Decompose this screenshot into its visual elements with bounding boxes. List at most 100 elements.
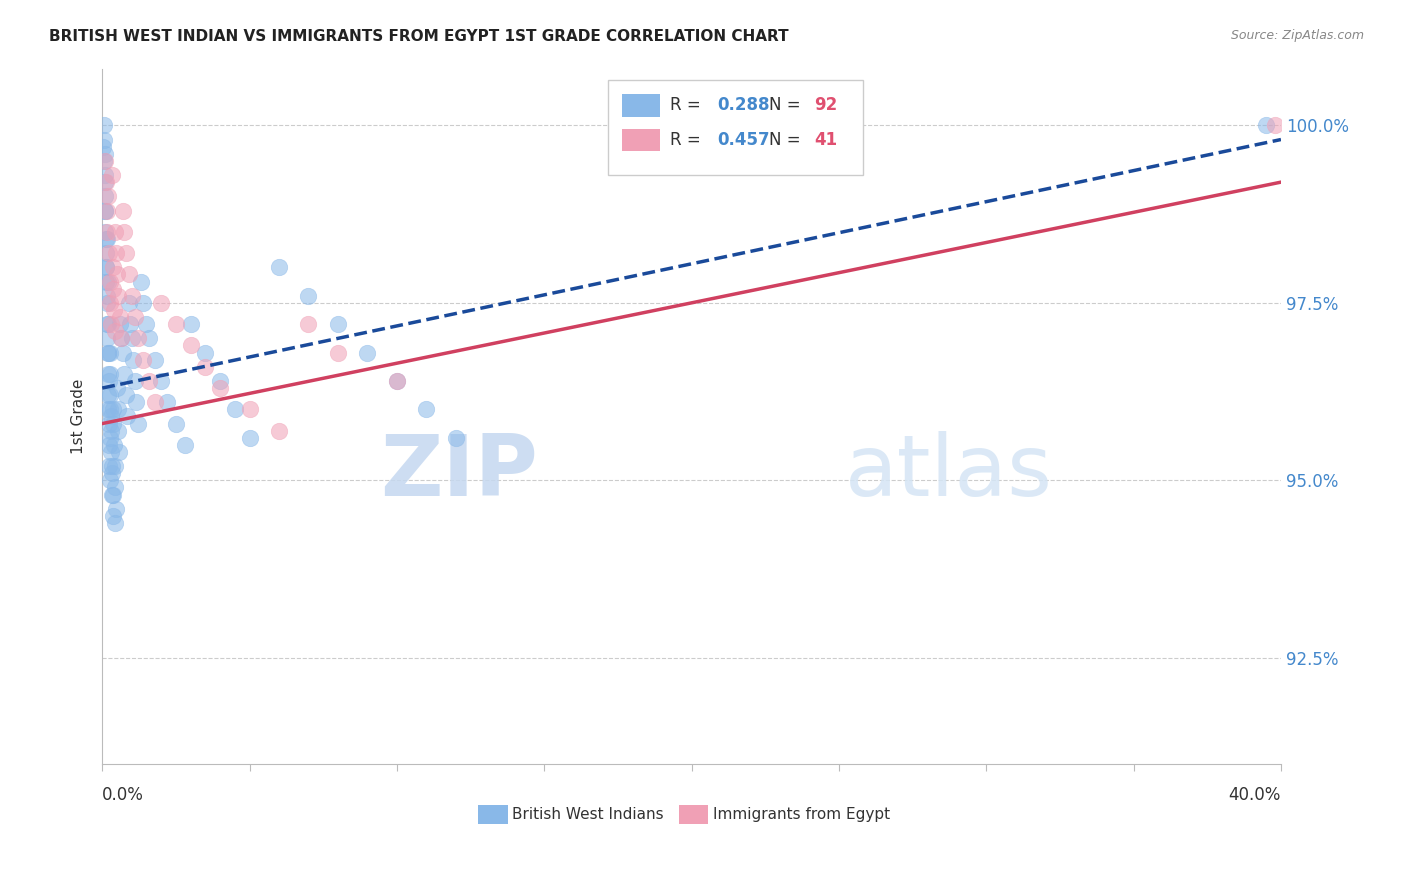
Point	[94, 146, 117, 161]
Text: BRITISH WEST INDIAN VS IMMIGRANTS FROM EGYPT 1ST GRADE CORRELATION CHART: BRITISH WEST INDIAN VS IMMIGRANTS FROM E…	[49, 29, 789, 44]
Point	[444, 431, 467, 445]
Point	[143, 395, 166, 409]
Point	[124, 310, 146, 324]
Point	[138, 374, 160, 388]
Point	[100, 409, 122, 424]
Text: atlas: atlas	[845, 431, 1053, 514]
Point	[100, 317, 122, 331]
Point	[107, 402, 129, 417]
Point	[110, 331, 132, 345]
Point	[93, 119, 115, 133]
FancyBboxPatch shape	[621, 129, 659, 152]
Text: 92: 92	[814, 96, 838, 114]
Text: 0.0%: 0.0%	[103, 786, 143, 804]
Point	[135, 317, 157, 331]
Point	[103, 417, 125, 431]
Point	[94, 260, 117, 275]
FancyBboxPatch shape	[478, 805, 508, 824]
Point	[96, 331, 118, 345]
Point	[104, 225, 127, 239]
Point	[105, 381, 128, 395]
Point	[150, 374, 173, 388]
Point	[127, 331, 149, 345]
Point	[94, 203, 117, 218]
Point	[93, 153, 115, 168]
Point	[94, 153, 117, 168]
Point	[97, 388, 120, 402]
Text: R =: R =	[671, 131, 706, 149]
Point	[101, 168, 124, 182]
Point	[111, 345, 134, 359]
Point	[108, 317, 131, 331]
Point	[326, 345, 349, 359]
Point	[105, 501, 128, 516]
Point	[96, 203, 118, 218]
Point	[111, 203, 134, 218]
Point	[103, 487, 125, 501]
Text: Immigrants from Egypt: Immigrants from Egypt	[713, 807, 890, 822]
Text: N =: N =	[769, 131, 806, 149]
Point	[118, 268, 141, 282]
Point	[100, 431, 122, 445]
Point	[156, 395, 179, 409]
Point	[96, 275, 118, 289]
Point	[112, 225, 135, 239]
Point	[93, 168, 115, 182]
Point	[122, 352, 145, 367]
Point	[127, 417, 149, 431]
Point	[150, 296, 173, 310]
Point	[101, 402, 124, 417]
Point	[98, 345, 121, 359]
Point	[105, 268, 128, 282]
Point	[117, 409, 139, 424]
Point	[114, 246, 136, 260]
Point	[112, 367, 135, 381]
Point	[93, 139, 115, 153]
FancyBboxPatch shape	[607, 80, 862, 175]
Point	[110, 331, 132, 345]
Point	[96, 317, 118, 331]
Point	[132, 352, 155, 367]
Point	[96, 345, 118, 359]
Point	[297, 289, 319, 303]
Point	[132, 296, 155, 310]
Point	[107, 289, 129, 303]
Point	[1264, 119, 1286, 133]
Point	[96, 225, 118, 239]
Point	[94, 232, 117, 246]
Point	[415, 402, 437, 417]
Text: ZIP: ZIP	[381, 431, 538, 514]
Y-axis label: 1st Grade: 1st Grade	[72, 379, 86, 454]
Point	[118, 296, 141, 310]
Point	[97, 402, 120, 417]
Point	[267, 424, 290, 438]
Point	[129, 275, 152, 289]
Point	[98, 438, 121, 452]
Point	[94, 189, 117, 203]
Point	[120, 317, 142, 331]
Point	[101, 487, 124, 501]
Point	[224, 402, 246, 417]
Point	[98, 474, 121, 488]
Point	[103, 282, 125, 296]
Point	[121, 331, 143, 345]
Point	[1256, 119, 1278, 133]
Point	[100, 424, 122, 438]
Point	[238, 402, 260, 417]
Point	[101, 260, 124, 275]
Point	[194, 359, 217, 374]
Point	[104, 480, 127, 494]
Point	[96, 232, 118, 246]
Point	[94, 203, 117, 218]
Point	[97, 367, 120, 381]
Point	[108, 445, 131, 459]
Text: Source: ZipAtlas.com: Source: ZipAtlas.com	[1230, 29, 1364, 42]
Point	[165, 317, 187, 331]
Point	[100, 467, 122, 481]
Point	[114, 388, 136, 402]
Point	[96, 275, 118, 289]
Point	[297, 317, 319, 331]
Point	[143, 352, 166, 367]
Point	[96, 260, 118, 275]
Point	[107, 424, 129, 438]
